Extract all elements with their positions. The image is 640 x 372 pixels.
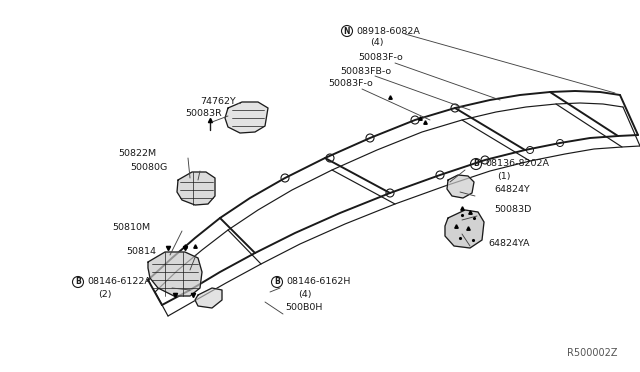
Text: 08136-8202A: 08136-8202A: [485, 160, 549, 169]
Text: 08146-6122A: 08146-6122A: [87, 278, 151, 286]
Polygon shape: [445, 210, 484, 248]
Text: N: N: [344, 26, 350, 35]
Text: 500B0H: 500B0H: [285, 304, 323, 312]
Text: (4): (4): [298, 291, 312, 299]
Text: 50083F-o: 50083F-o: [358, 54, 403, 62]
Polygon shape: [195, 288, 222, 308]
Text: 08918-6082A: 08918-6082A: [356, 26, 420, 35]
Text: (1): (1): [497, 173, 511, 182]
Text: 50083FB-o: 50083FB-o: [340, 67, 391, 76]
Text: 50814: 50814: [126, 247, 156, 256]
Text: R500002Z: R500002Z: [568, 348, 618, 358]
Polygon shape: [177, 172, 215, 205]
Text: 50822M: 50822M: [118, 150, 156, 158]
Text: 50083R: 50083R: [185, 109, 221, 119]
Text: (2): (2): [98, 291, 111, 299]
Text: 50083D: 50083D: [494, 205, 531, 215]
Text: 08146-6162H: 08146-6162H: [286, 278, 350, 286]
Text: 50080G: 50080G: [130, 163, 167, 171]
Polygon shape: [447, 175, 474, 198]
Text: 74762Y: 74762Y: [200, 96, 236, 106]
Text: 64824YA: 64824YA: [488, 238, 529, 247]
Text: 64824Y: 64824Y: [494, 186, 530, 195]
Text: B: B: [75, 278, 81, 286]
Text: B: B: [473, 160, 479, 169]
Text: 50083F-o: 50083F-o: [328, 80, 372, 89]
Text: B: B: [274, 278, 280, 286]
Text: (4): (4): [370, 38, 383, 48]
Polygon shape: [148, 252, 202, 296]
Polygon shape: [225, 102, 268, 133]
Text: 50810M: 50810M: [112, 224, 150, 232]
